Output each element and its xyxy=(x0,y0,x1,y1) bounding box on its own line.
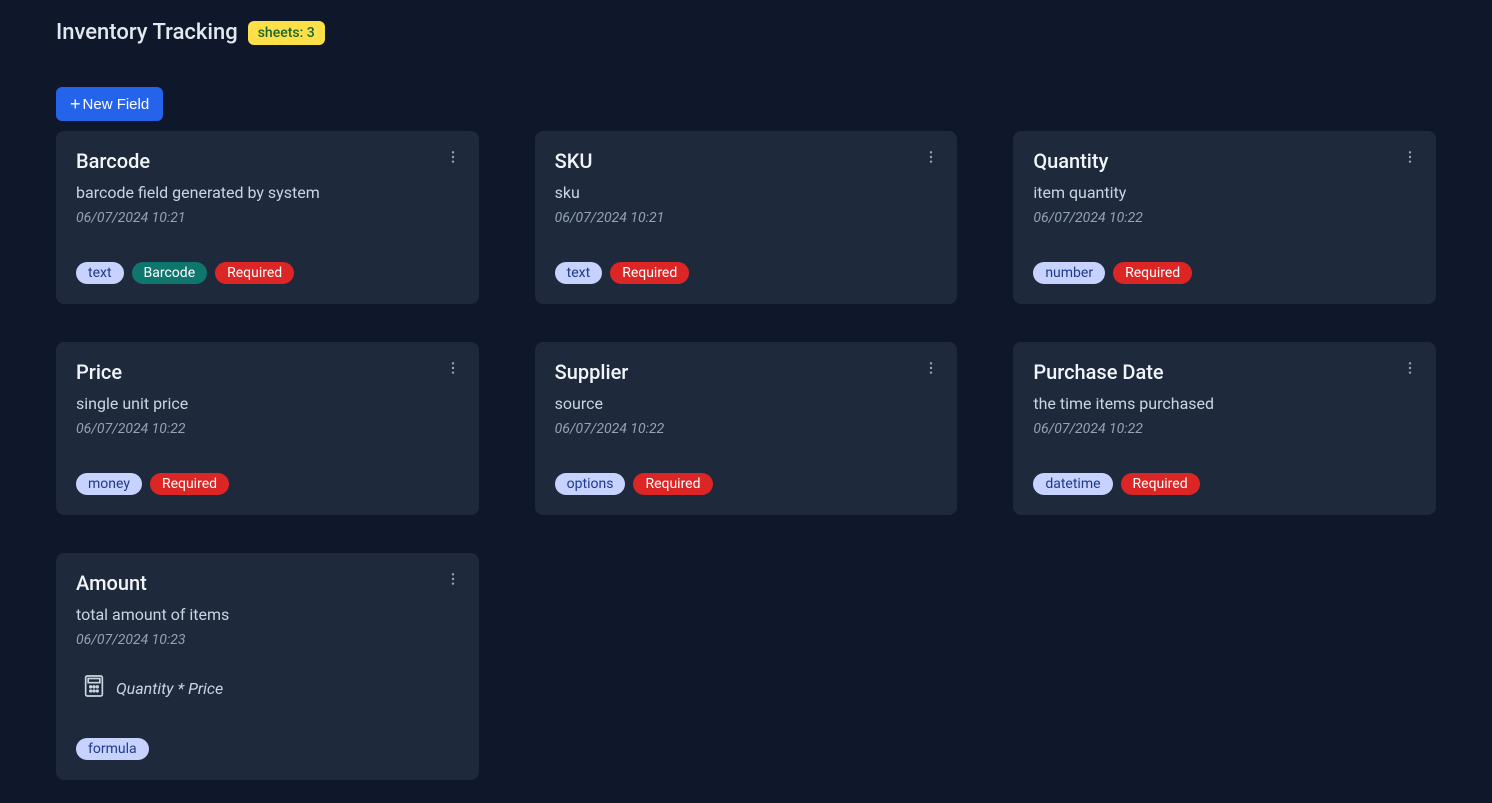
calculator-icon xyxy=(84,674,104,702)
more-options-button[interactable] xyxy=(441,145,465,172)
field-description: single unit price xyxy=(76,394,459,413)
extra-badge: Barcode xyxy=(132,262,208,284)
field-title: Amount xyxy=(76,571,459,595)
fields-grid: Barcode barcode field generated by system… xyxy=(56,131,1436,780)
more-vertical-icon xyxy=(445,153,461,168)
required-badge: Required xyxy=(633,473,712,495)
required-badge: Required xyxy=(1113,262,1192,284)
badges-row: text Barcode Required xyxy=(76,262,459,284)
more-options-button[interactable] xyxy=(919,145,943,172)
field-timestamp: 06/07/2024 10:22 xyxy=(76,421,459,437)
new-field-label: New Field xyxy=(83,96,150,113)
more-vertical-icon xyxy=(1402,364,1418,379)
field-timestamp: 06/07/2024 10:21 xyxy=(76,210,459,226)
field-card: Barcode barcode field generated by system… xyxy=(56,131,479,304)
field-description: item quantity xyxy=(1033,183,1416,202)
field-timestamp: 06/07/2024 10:22 xyxy=(555,421,938,437)
plus-icon: + xyxy=(70,95,81,113)
required-badge: Required xyxy=(1121,473,1200,495)
more-options-button[interactable] xyxy=(441,356,465,383)
type-badge: options xyxy=(555,473,626,495)
formula-text: Quantity * Price xyxy=(116,679,223,698)
field-timestamp: 06/07/2024 10:21 xyxy=(555,210,938,226)
more-vertical-icon xyxy=(923,364,939,379)
required-badge: Required xyxy=(610,262,689,284)
field-description: source xyxy=(555,394,938,413)
field-card: Quantity item quantity 06/07/2024 10:22 num… xyxy=(1013,131,1436,304)
more-options-button[interactable] xyxy=(1398,356,1422,383)
field-card: Price single unit price 06/07/2024 10:22 mo… xyxy=(56,342,479,515)
field-title: Purchase Date xyxy=(1033,360,1416,384)
sheets-count-badge: sheets: 3 xyxy=(248,21,325,45)
type-badge: text xyxy=(555,262,603,284)
more-options-button[interactable] xyxy=(919,356,943,383)
field-description: the time items purchased xyxy=(1033,394,1416,413)
field-timestamp: 06/07/2024 10:23 xyxy=(76,632,459,648)
more-vertical-icon xyxy=(1402,153,1418,168)
more-options-button[interactable] xyxy=(441,567,465,594)
field-description: sku xyxy=(555,183,938,202)
field-title: Price xyxy=(76,360,459,384)
badges-row: options Required xyxy=(555,473,938,495)
field-timestamp: 06/07/2024 10:22 xyxy=(1033,210,1416,226)
field-description: barcode field generated by system xyxy=(76,183,459,202)
badges-row: text Required xyxy=(555,262,938,284)
field-card: Purchase Date the time items purchased 06/… xyxy=(1013,342,1436,515)
type-badge: formula xyxy=(76,738,149,760)
field-title: Barcode xyxy=(76,149,459,173)
type-badge: money xyxy=(76,473,142,495)
type-badge: text xyxy=(76,262,124,284)
field-card: Amount total amount of items 06/07/2024 10… xyxy=(56,553,479,780)
badges-row: formula xyxy=(76,738,459,760)
badges-row: money Required xyxy=(76,473,459,495)
field-title: Quantity xyxy=(1033,149,1416,173)
badges-row: datetime Required xyxy=(1033,473,1416,495)
field-card: SKU sku 06/07/2024 10:21 text Required xyxy=(535,131,958,304)
required-badge: Required xyxy=(150,473,229,495)
new-field-button[interactable]: + New Field xyxy=(56,87,163,121)
more-options-button[interactable] xyxy=(1398,145,1422,172)
field-description: total amount of items xyxy=(76,605,459,624)
type-badge: datetime xyxy=(1033,473,1112,495)
page-header: Inventory Tracking sheets: 3 xyxy=(56,20,1436,45)
type-badge: number xyxy=(1033,262,1105,284)
formula-row: Quantity * Price xyxy=(84,674,459,702)
page-title: Inventory Tracking xyxy=(56,20,238,45)
field-card: Supplier source 06/07/2024 10:22 options Req… xyxy=(535,342,958,515)
field-title: Supplier xyxy=(555,360,938,384)
more-vertical-icon xyxy=(445,575,461,590)
field-title: SKU xyxy=(555,149,938,173)
more-vertical-icon xyxy=(445,364,461,379)
more-vertical-icon xyxy=(923,153,939,168)
field-timestamp: 06/07/2024 10:22 xyxy=(1033,421,1416,437)
badges-row: number Required xyxy=(1033,262,1416,284)
required-badge: Required xyxy=(215,262,294,284)
